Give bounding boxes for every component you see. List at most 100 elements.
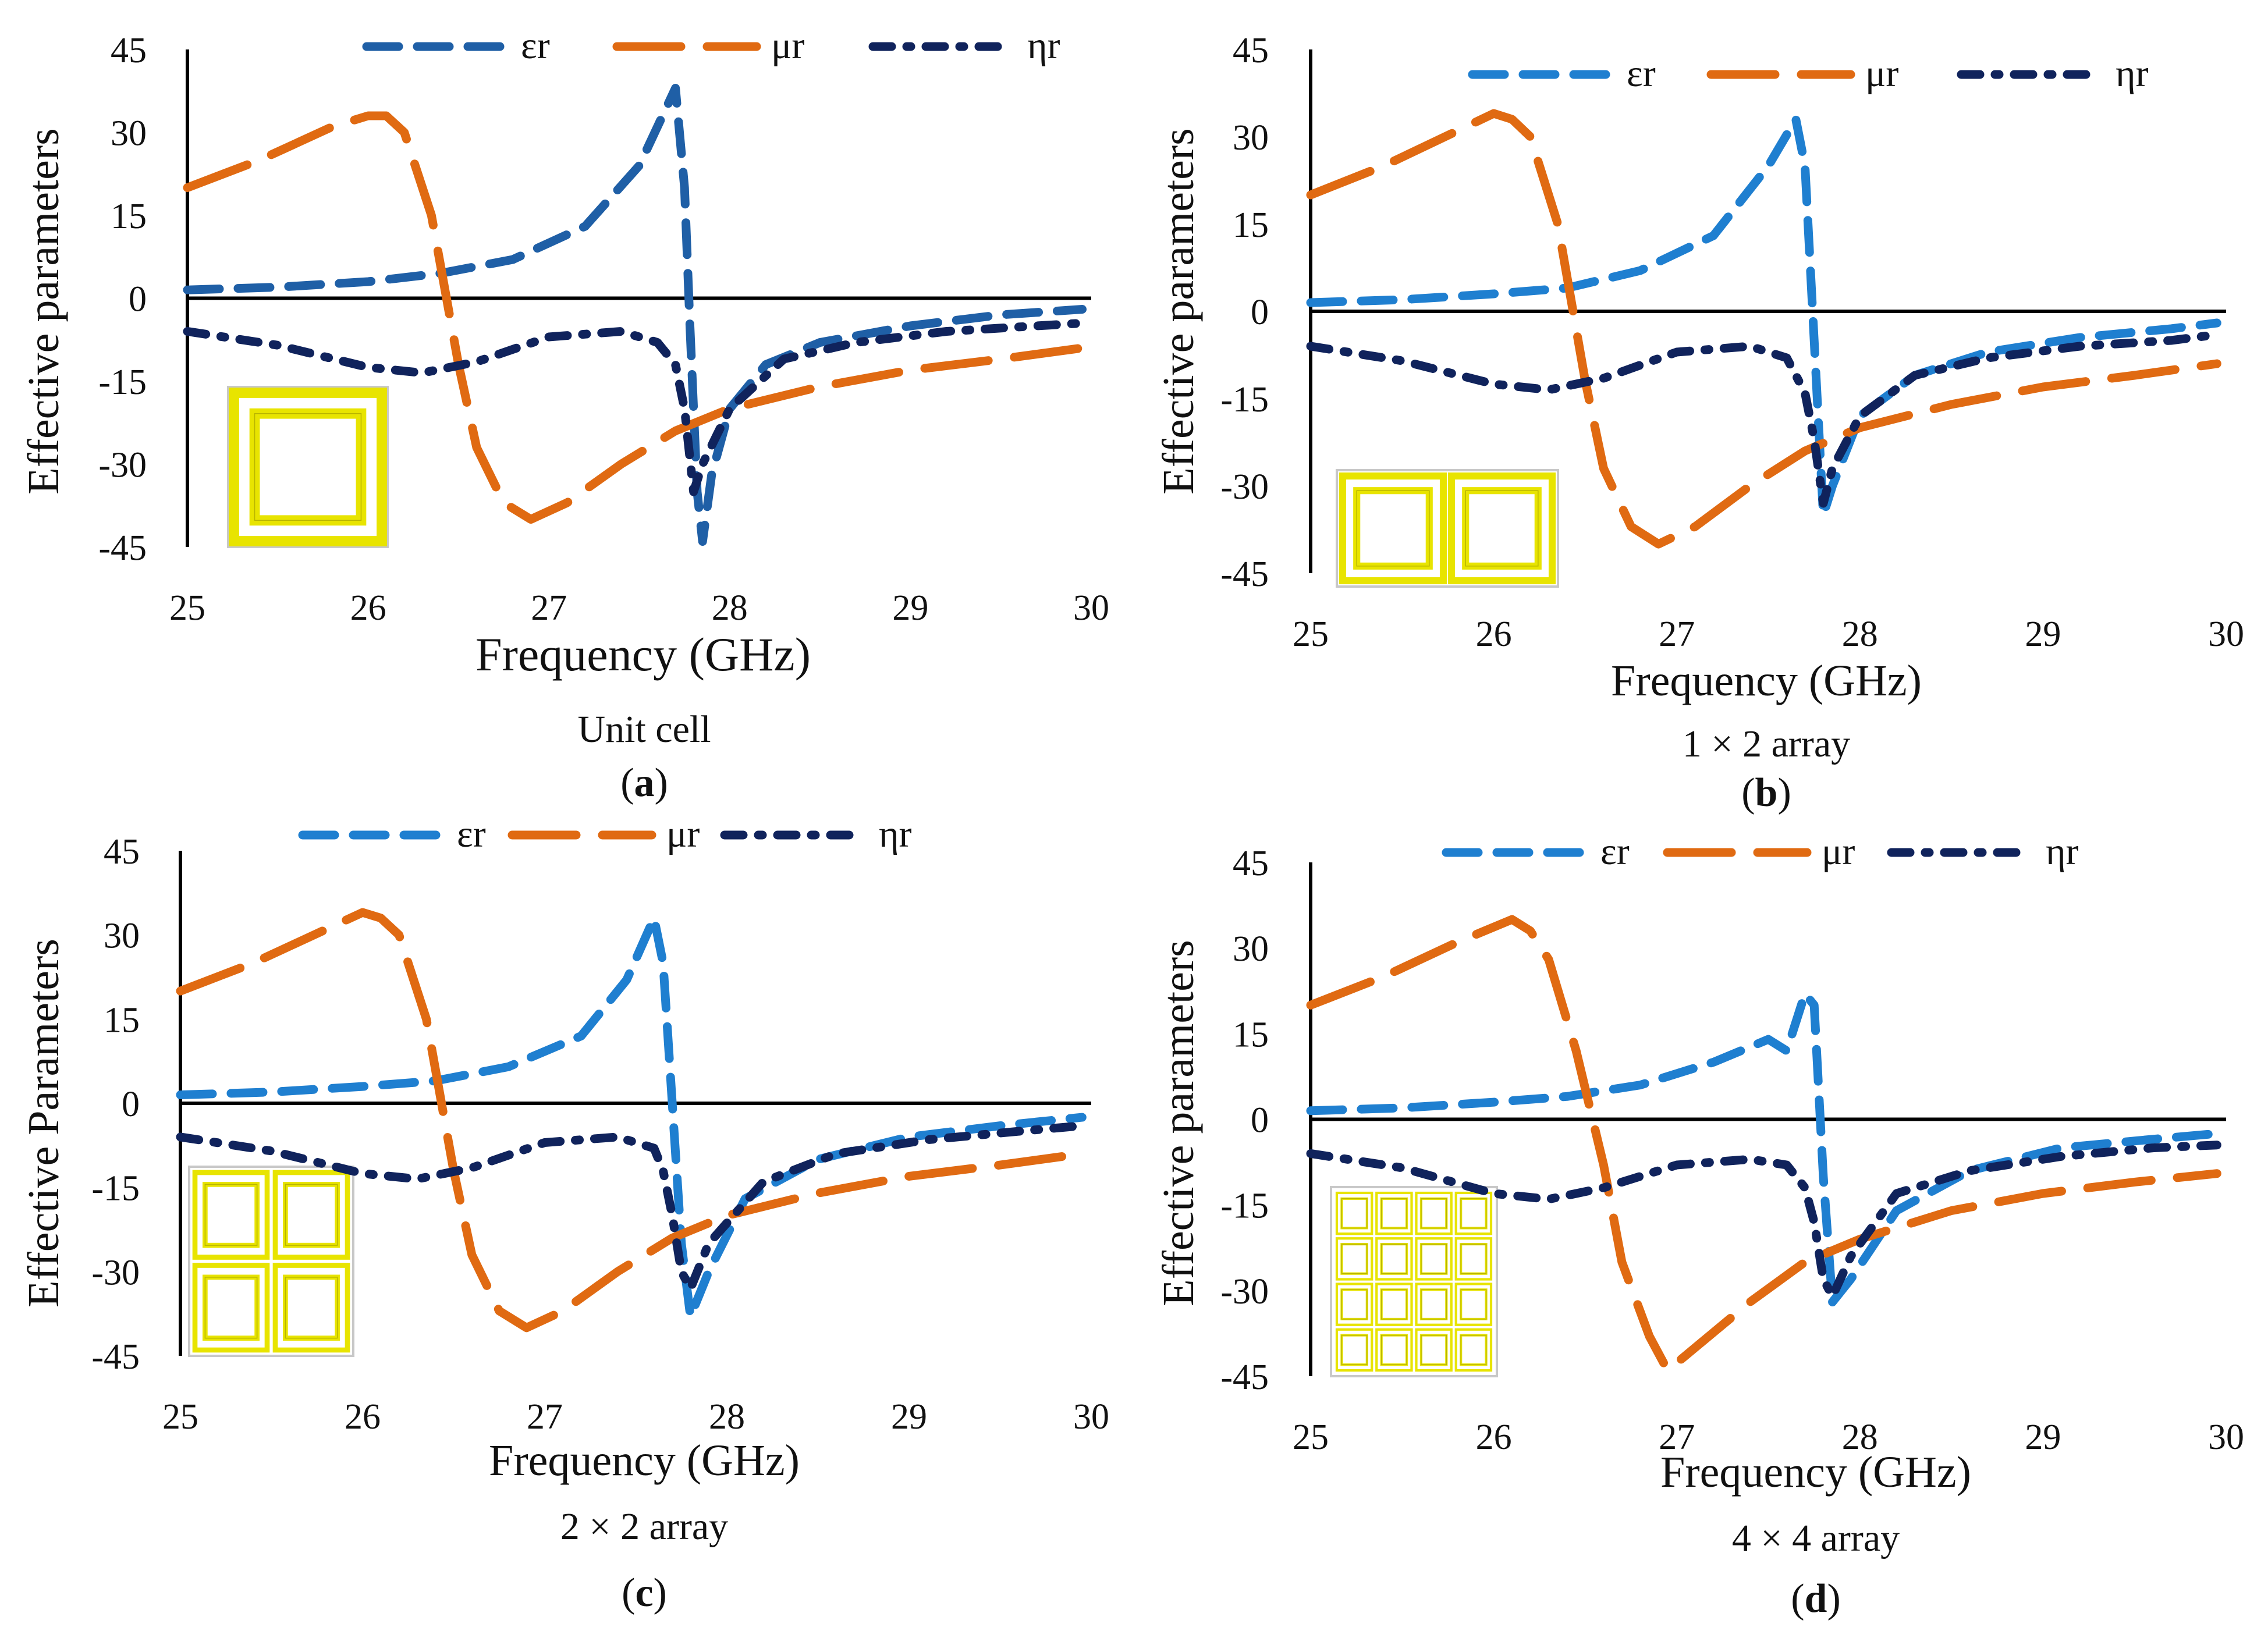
- inset-cell: [1454, 1283, 1493, 1326]
- inset-cell: [192, 1170, 270, 1260]
- x-tick-label: 25: [1293, 1418, 1329, 1457]
- x-tick-label: 28: [1842, 1418, 1878, 1457]
- y-axis-label: Effective parameters: [1154, 128, 1203, 494]
- inset-cell: [1454, 1328, 1493, 1372]
- x-axis-label: Frequency (GHz): [1660, 1448, 1971, 1497]
- y-tick-label: -30: [91, 1253, 140, 1292]
- series-line-epsilon: [176, 914, 1087, 1321]
- y-tick-label: 15: [1233, 1015, 1269, 1054]
- unit-cell-inset: [227, 386, 389, 548]
- y-tick-label: -45: [98, 528, 147, 568]
- x-tick-label: 27: [531, 588, 567, 628]
- inset-cell: [229, 388, 387, 546]
- legend: εr μr ηr: [1442, 830, 2079, 873]
- y-tick-label: 45: [111, 31, 147, 70]
- legend-label: ηr: [2046, 830, 2079, 873]
- inset-cell: [1335, 1328, 1373, 1372]
- x-tick-label: 29: [2025, 1418, 2061, 1457]
- legend: εr μr ηr: [298, 813, 912, 855]
- x-tick-label: 25: [1293, 614, 1329, 654]
- y-tick-label: 15: [111, 197, 147, 236]
- inset-cell: [1375, 1328, 1413, 1372]
- inset-cell: [1339, 472, 1447, 585]
- panel-d: 45 30 15 0 -15 -30 -45 25 26 27 28 29 30 εr μr ηr: [1220, 830, 2244, 1457]
- y-tick-label: 30: [111, 114, 147, 154]
- inset-cell: [272, 1263, 350, 1353]
- x-tick-label: 26: [345, 1397, 381, 1437]
- y-tick-label: 15: [104, 1000, 140, 1040]
- series-line-mu: [1306, 109, 2221, 549]
- y-tick-label: -15: [1220, 380, 1269, 420]
- legend-label: ηr: [1027, 24, 1060, 67]
- panel-caption: 2 × 2 array: [560, 1505, 728, 1548]
- series-line-eta: [176, 1121, 1087, 1293]
- y-tick-label: -45: [1220, 555, 1269, 594]
- y-tick-label: -30: [1220, 467, 1269, 507]
- panel-tag: (b): [1741, 770, 1791, 815]
- unit-cell-inset: [1330, 1186, 1498, 1377]
- inset-cell: [1447, 472, 1556, 585]
- legend-label: μr: [1822, 830, 1855, 873]
- y-tick-label: 45: [104, 832, 140, 872]
- inset-cell: [1375, 1237, 1413, 1281]
- legend: εr μr ηr: [362, 24, 1060, 67]
- panel-caption: Unit cell: [577, 708, 711, 751]
- panel-a: 45 30 15 0 -15 -30 -45 25 26 27 28 29 30 εr μr ηr: [98, 24, 1109, 628]
- y-tick-label: 30: [1233, 929, 1269, 969]
- x-tick-label: 26: [1476, 614, 1512, 654]
- y-axis-label: Effective parameters: [1154, 940, 1203, 1306]
- x-tick-label: 25: [169, 588, 205, 628]
- x-tick-label: 26: [350, 588, 386, 628]
- inset-cell: [1375, 1191, 1413, 1235]
- x-tick-label: 26: [1476, 1418, 1512, 1457]
- y-tick-label: 0: [122, 1085, 140, 1124]
- inset-cell: [1335, 1191, 1373, 1235]
- inset-cell: [1415, 1191, 1453, 1235]
- x-tick-label: 27: [527, 1397, 563, 1437]
- panel-tag: (a): [620, 761, 668, 805]
- x-tick-label: 30: [2208, 614, 2244, 654]
- legend-label: εr: [1627, 52, 1656, 95]
- y-tick-label: 15: [1233, 205, 1269, 245]
- y-tick-label: 30: [1233, 118, 1269, 158]
- y-tick-label: 0: [1251, 293, 1269, 332]
- inset-cell: [1454, 1237, 1493, 1281]
- legend-label: εr: [1600, 830, 1630, 873]
- y-tick-label: -15: [1220, 1186, 1269, 1226]
- x-tick-label: 30: [2208, 1418, 2244, 1457]
- series-line-eta: [1306, 1141, 2221, 1301]
- series-line-mu: [176, 908, 1087, 1333]
- x-tick-label: 29: [891, 1397, 927, 1437]
- panel-caption: 1 × 2 array: [1683, 723, 1850, 765]
- x-axis-label: Frequency (GHz): [1611, 656, 1922, 705]
- y-tick-label: -45: [1220, 1358, 1269, 1397]
- y-axis-label: Effective Parameters: [19, 939, 68, 1308]
- x-tick-label: 28: [1842, 614, 1878, 654]
- series-line-eta: [1306, 330, 2221, 508]
- series-line-epsilon: [1306, 989, 2221, 1306]
- y-tick-label: -30: [1220, 1272, 1269, 1312]
- inset-cell: [1454, 1191, 1493, 1235]
- legend-label: εr: [521, 24, 550, 67]
- y-tick-label: 30: [104, 916, 140, 956]
- series-line-epsilon: [1306, 115, 2221, 520]
- legend: εr μr ηr: [1468, 52, 2149, 95]
- inset-cell: [1375, 1283, 1413, 1326]
- y-tick-label: 45: [1233, 31, 1269, 70]
- x-tick-label: 27: [1659, 1418, 1695, 1457]
- inset-cell: [1415, 1283, 1453, 1326]
- y-tick-label: -15: [98, 363, 147, 402]
- y-tick-label: -30: [98, 446, 147, 485]
- x-tick-label: 27: [1659, 614, 1695, 654]
- series-line-mu: [183, 111, 1087, 524]
- series-line-eta: [183, 318, 1087, 496]
- y-tick-label: -15: [91, 1169, 140, 1209]
- legend-label: εr: [457, 813, 486, 855]
- inset-cell: [1415, 1237, 1453, 1281]
- x-tick-label: 30: [1073, 1397, 1109, 1437]
- legend-label: μr: [771, 24, 804, 67]
- y-tick-label: 0: [129, 280, 147, 319]
- y-tick-label: 0: [1251, 1101, 1269, 1141]
- panel-c: 45 30 15 0 -15 -30 -45 25 26 27 28 29 30 εr μr ηr: [91, 813, 1109, 1437]
